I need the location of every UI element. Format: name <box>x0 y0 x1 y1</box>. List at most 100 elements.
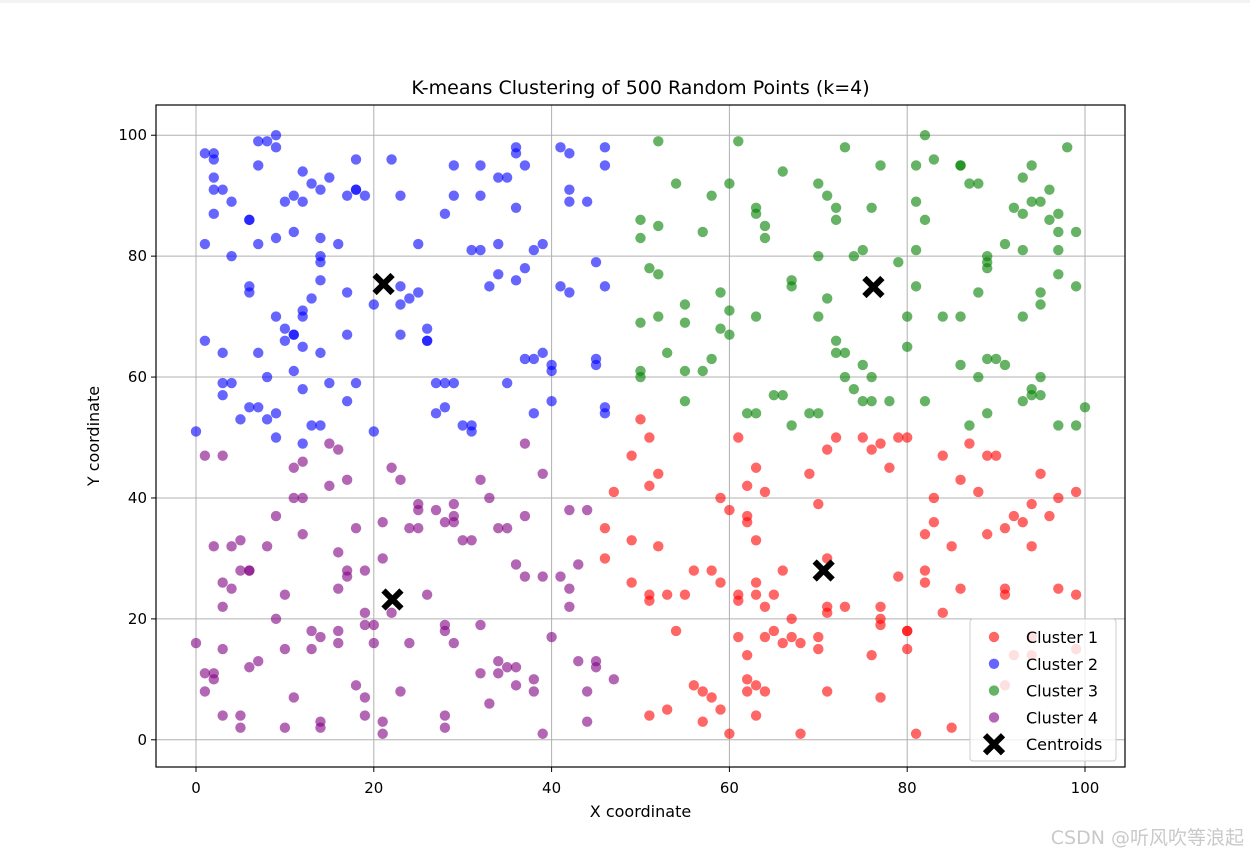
cluster-3-point <box>1062 142 1073 153</box>
cluster-4-point <box>404 637 415 649</box>
cluster-2-point <box>261 136 273 147</box>
cluster-3-point <box>1053 420 1064 431</box>
cluster-3-point <box>1035 389 1046 401</box>
cluster-4-point <box>217 643 228 655</box>
centroid-marker <box>862 275 885 299</box>
x-tick-label: 80 <box>898 779 917 797</box>
cluster-1-point <box>910 728 922 739</box>
cluster-4-point <box>217 710 228 721</box>
cluster-2-point <box>253 402 264 413</box>
cluster-1-point <box>928 516 940 528</box>
cluster-2-point <box>341 190 353 201</box>
cluster-3-point <box>982 408 993 419</box>
cluster-4-point <box>564 504 575 516</box>
cluster-4-point <box>528 686 540 697</box>
cluster-2-point <box>555 142 566 153</box>
cluster-1-point <box>955 474 966 486</box>
cluster-2-point <box>253 136 264 147</box>
cluster-2-point <box>306 178 317 189</box>
cluster-1-point <box>821 686 833 697</box>
cluster-2-point <box>581 196 593 207</box>
cluster-4-point <box>306 643 317 655</box>
cluster-4-point <box>519 571 531 582</box>
cluster-2-point <box>297 166 308 177</box>
cluster-3-point <box>830 335 842 346</box>
cluster-2-point <box>359 190 371 201</box>
cluster-3-point <box>964 178 975 189</box>
scatter-points <box>190 130 1091 739</box>
cluster-3-point <box>830 202 842 213</box>
cluster-3-point <box>750 208 762 220</box>
cluster-4-point <box>324 438 335 449</box>
cluster-2-point <box>599 408 611 419</box>
cluster-3-point <box>724 329 735 340</box>
cluster-4-point <box>235 535 246 546</box>
cluster-4-point <box>519 438 531 449</box>
y-tick-label: 0 <box>137 731 147 749</box>
cluster-3-point <box>786 281 797 292</box>
cluster-2-point <box>519 160 531 171</box>
cluster-1-point <box>741 686 753 697</box>
cluster-1-point <box>1017 516 1028 528</box>
legend-label: Centroids <box>1026 735 1102 754</box>
cluster-4-point <box>395 686 406 697</box>
cluster-4-point <box>368 619 380 631</box>
cluster-2-point <box>430 408 442 419</box>
cluster-1-point <box>759 686 771 697</box>
cluster-4-point <box>581 716 593 727</box>
cluster-2-point <box>466 420 477 431</box>
cluster-2-point <box>253 238 264 250</box>
cluster-1-point <box>733 631 744 643</box>
cluster-2-point <box>270 311 282 322</box>
cluster-1-point <box>973 486 984 498</box>
cluster-3-point <box>635 365 646 377</box>
cluster-2-point <box>528 244 540 256</box>
y-axis-label: Y coordinate <box>84 386 103 487</box>
cluster-2-point <box>261 414 273 425</box>
cluster-4-point <box>306 625 317 637</box>
cluster-3-point <box>1017 311 1028 322</box>
cluster-2-point <box>315 184 326 195</box>
cluster-4-point <box>359 692 371 703</box>
cluster-1-point <box>1035 468 1046 479</box>
cluster-1-point <box>821 444 833 455</box>
cluster-1-point <box>733 595 744 606</box>
cluster-3-point <box>644 263 655 274</box>
legend-label: Cluster 2 <box>1026 655 1098 674</box>
cluster-4-point <box>439 722 451 733</box>
cluster-4-point <box>519 510 531 522</box>
cluster-2-point <box>501 172 513 183</box>
cluster-2-point <box>324 377 335 389</box>
cluster-2-point <box>493 238 504 250</box>
cluster-1-point <box>750 535 762 546</box>
legend-label: Cluster 3 <box>1026 682 1098 701</box>
cluster-3-point <box>1035 299 1046 310</box>
cluster-3-point <box>910 244 922 256</box>
cluster-3-point <box>1053 226 1064 238</box>
cluster-4-point <box>386 462 397 473</box>
cluster-4-point <box>199 668 211 679</box>
cluster-2-point <box>341 329 353 340</box>
cluster-1-point <box>786 631 797 643</box>
cluster-3-point <box>777 389 788 401</box>
cluster-2-point <box>253 160 264 171</box>
cluster-1-point <box>795 728 806 739</box>
cluster-3-point <box>857 244 868 256</box>
cluster-4-point <box>439 710 451 721</box>
cluster-4-point <box>377 516 388 528</box>
cluster-3-point <box>973 178 984 189</box>
cluster-3-point <box>679 396 691 407</box>
cluster-1-point <box>990 450 1002 461</box>
cluster-3-point <box>1026 383 1037 395</box>
cluster-2-point <box>537 238 548 250</box>
chart-title: K-means Clustering of 500 Random Points … <box>411 77 869 99</box>
cluster-4-point <box>359 710 371 721</box>
cluster-1-point <box>679 589 691 600</box>
cluster-2-point <box>413 287 424 298</box>
cluster-1-point <box>999 522 1011 534</box>
cluster-4-point <box>439 516 451 528</box>
cluster-2-point <box>421 335 433 346</box>
cluster-4-point <box>377 728 388 739</box>
cluster-1-point <box>901 432 913 443</box>
cluster-4-point <box>235 710 246 721</box>
